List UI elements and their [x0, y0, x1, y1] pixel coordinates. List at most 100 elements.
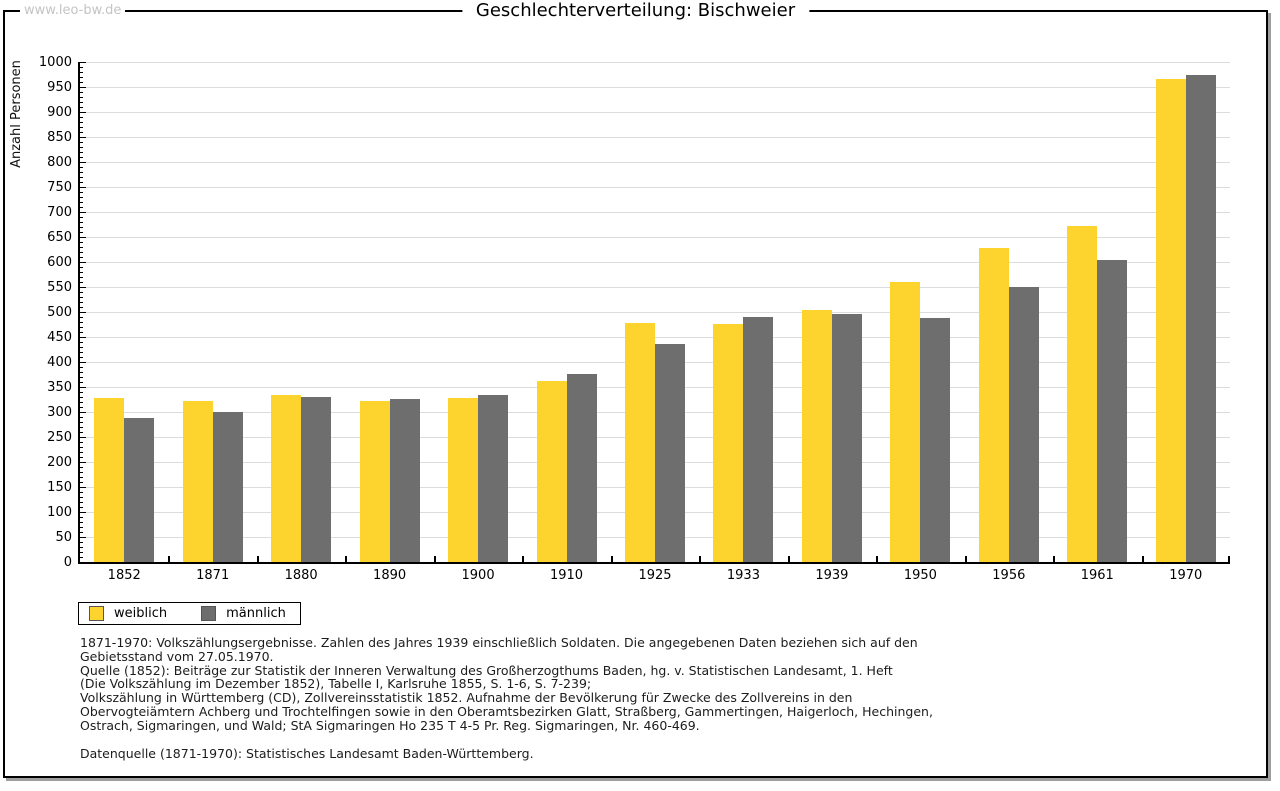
x-tick-label: 1910 [549, 568, 584, 583]
x-axis-tick [257, 556, 259, 562]
y-axis-minor-tick [80, 332, 83, 333]
y-axis-minor-tick [80, 182, 83, 183]
y-axis-minor-tick [80, 222, 83, 223]
footer-notes: 1871-1970: Volkszählungsergebnisse. Zahl… [80, 636, 933, 760]
y-axis-minor-tick [80, 417, 83, 418]
bar-weiblich-1950 [890, 282, 921, 562]
legend: weiblich männlich [78, 602, 301, 625]
y-axis-minor-tick [80, 172, 83, 173]
y-axis-minor-tick [80, 542, 83, 543]
bar-männlich-1950 [920, 318, 951, 562]
y-axis-major-tick [80, 87, 86, 88]
y-axis-major-tick [80, 287, 86, 288]
y-axis-minor-tick [80, 257, 83, 258]
y-axis-minor-tick [80, 282, 83, 283]
chart-page-frame: www.leo-bw.de Geschlechterverteilung: Bi… [3, 0, 1268, 778]
footer-line: (Die Volkszählung im Dezember 1852), Tab… [80, 676, 592, 692]
y-axis-minor-tick [80, 397, 83, 398]
bar-weiblich-1933 [713, 324, 744, 562]
bar-weiblich-1970 [1155, 79, 1186, 562]
y-axis-minor-tick [80, 202, 83, 203]
y-axis-minor-tick [80, 557, 83, 558]
x-axis-tick [434, 556, 436, 562]
y-axis-minor-tick [80, 457, 83, 458]
y-axis-minor-tick [80, 267, 83, 268]
y-axis-minor-tick [80, 102, 83, 103]
y-tick-label: 850 [47, 130, 72, 145]
y-axis-minor-tick [80, 522, 83, 523]
y-axis-minor-tick [80, 492, 83, 493]
y-axis-major-tick [80, 312, 86, 313]
gridline [80, 112, 1230, 113]
y-axis-major-tick [80, 387, 86, 388]
gridline [80, 187, 1230, 188]
y-axis-minor-tick [80, 272, 83, 273]
y-tick-label: 50 [55, 530, 72, 545]
y-axis-minor-tick [80, 532, 83, 533]
y-axis-major-tick [80, 512, 86, 513]
bar-männlich-1970 [1185, 75, 1216, 562]
y-tick-label: 400 [47, 355, 72, 370]
y-axis-minor-tick [80, 322, 83, 323]
legend-swatch [89, 606, 104, 621]
y-tick-label: 550 [47, 280, 72, 295]
y-axis-major-tick [80, 462, 86, 463]
y-axis-minor-tick [80, 327, 83, 328]
y-axis-major-tick [80, 337, 86, 338]
x-axis-tick [1228, 556, 1230, 562]
y-axis-minor-tick [80, 227, 83, 228]
y-axis-minor-tick [80, 132, 83, 133]
y-tick-label: 800 [47, 155, 72, 170]
y-tick-label: 300 [47, 405, 72, 420]
y-axis-minor-tick [80, 377, 83, 378]
y-axis-major-tick [80, 437, 86, 438]
x-tick-label: 1925 [638, 568, 672, 583]
y-axis-minor-tick [80, 382, 83, 383]
y-axis-minor-tick [80, 342, 83, 343]
y-axis-major-tick [80, 137, 86, 138]
footer-line: Quelle (1852): Beiträge zur Statistik de… [80, 662, 893, 678]
footer-line: 1871-1970: Volkszählungsergebnisse. Zahl… [80, 635, 918, 650]
bar-weiblich-1880 [271, 395, 302, 562]
legend-swatch [201, 606, 217, 621]
y-axis-minor-tick [80, 197, 83, 198]
bar-weiblich-1925 [625, 323, 655, 562]
x-axis-tick [1142, 556, 1144, 562]
bar-weiblich-1871 [182, 401, 213, 562]
bar-weiblich-1956 [978, 248, 1009, 562]
y-axis-major-tick [80, 362, 86, 363]
y-axis-minor-tick [80, 552, 83, 553]
y-axis-minor-tick [80, 367, 83, 368]
y-axis-minor-tick [80, 307, 83, 308]
y-axis-minor-tick [80, 117, 83, 118]
y-axis-minor-tick [80, 292, 83, 293]
legend-label: männlich [226, 606, 286, 621]
x-axis-tick [1053, 556, 1055, 562]
bar-männlich-1871 [212, 412, 243, 562]
y-axis-minor-tick [80, 127, 83, 128]
y-axis-minor-tick [80, 467, 83, 468]
y-axis-minor-tick [80, 207, 83, 208]
y-axis-minor-tick [80, 242, 83, 243]
bar-männlich-1880 [301, 397, 332, 562]
y-axis-minor-tick [80, 77, 83, 78]
y-axis-minor-tick [80, 482, 83, 483]
plot-area: Anzahl Personen 0 50 100 150 200 250 300 350 400… [9, 55, 1230, 583]
y-axis-minor-tick [80, 97, 83, 98]
y-axis-minor-tick [80, 277, 83, 278]
y-axis-minor-tick [80, 152, 83, 153]
y-axis-minor-tick [80, 497, 83, 498]
gridline [80, 62, 1230, 63]
y-axis-minor-tick [80, 357, 83, 358]
y-axis-major-tick [80, 262, 86, 263]
x-axis-tick [168, 556, 170, 562]
y-axis-major-tick [80, 412, 86, 413]
x-tick-label: 1970 [1169, 568, 1203, 583]
bar-männlich-1852 [124, 418, 155, 562]
x-axis-tick [699, 556, 701, 562]
x-tick-label: 1871 [196, 568, 230, 583]
bar-weiblich-1890 [359, 401, 390, 562]
y-axis-minor-tick [80, 517, 83, 518]
y-axis-minor-tick [80, 157, 83, 158]
gridline [80, 337, 1230, 338]
